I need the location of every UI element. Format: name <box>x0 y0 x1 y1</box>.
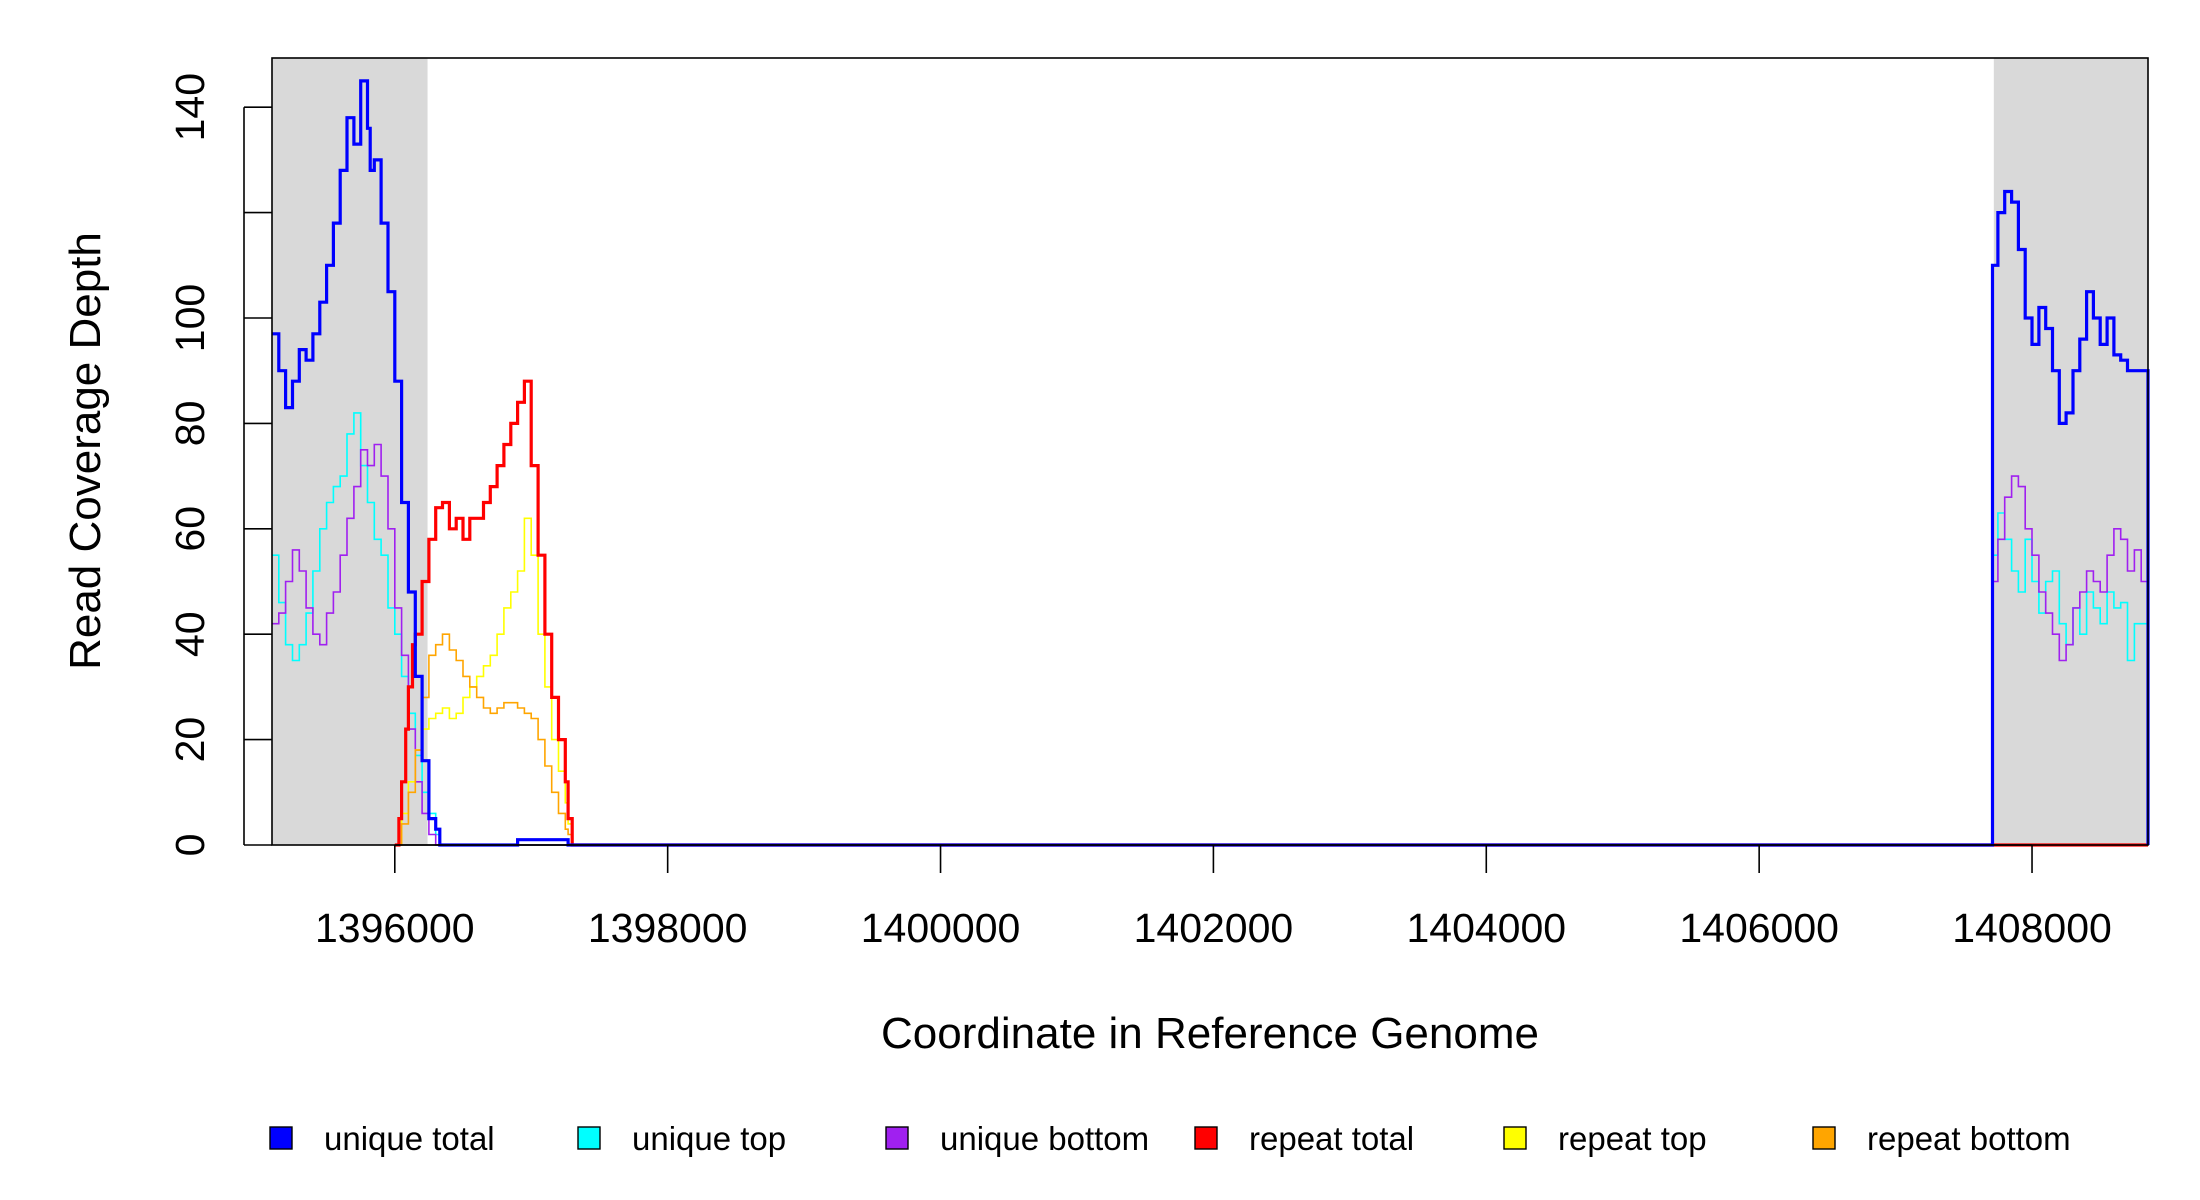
y-tick-label: 0 <box>167 834 213 857</box>
legend-swatch <box>577 1126 601 1150</box>
legend-label: repeat total <box>1249 1120 1414 1157</box>
x-axis: 1396000 1398000 1400000 1402000 1404000 14060… <box>315 844 2112 951</box>
x-tick-label: 1400000 <box>861 905 1021 951</box>
legend-swatch <box>885 1126 909 1150</box>
plot-frame <box>271 57 2149 846</box>
y-axis-title: Read Coverage Depth <box>61 232 110 670</box>
x-tick-label: 1398000 <box>588 905 748 951</box>
y-tick-label: 40 <box>167 611 213 657</box>
y-tick-label: 140 <box>167 73 213 141</box>
series-repeat-bottom <box>394 633 2148 846</box>
series-repeat-total <box>394 379 2148 847</box>
x-tick-label: 1408000 <box>1952 905 2112 951</box>
legend-swatch <box>269 1126 293 1150</box>
legend-label: repeat bottom <box>1867 1120 2071 1157</box>
legend-label: repeat top <box>1558 1120 1707 1157</box>
y-tick-label: 80 <box>167 401 213 447</box>
shaded-region-1 <box>272 58 428 845</box>
legend-swatch <box>1812 1126 1836 1150</box>
x-tick-label: 1406000 <box>1679 905 1839 951</box>
series-lines <box>272 79 2150 847</box>
shaded-regions <box>272 58 2148 845</box>
x-axis-title: Coordinate in Reference Genome <box>881 1009 1539 1058</box>
legend-label: unique bottom <box>940 1120 1149 1157</box>
x-tick-label: 1404000 <box>1406 905 1566 951</box>
legend: unique total unique top unique bottom repea… <box>269 1120 2071 1157</box>
x-tick-label: 1402000 <box>1134 905 1294 951</box>
y-tick-label: 100 <box>167 284 213 352</box>
series-unique-bottom <box>272 443 2149 846</box>
legend-label: unique total <box>324 1120 495 1157</box>
y-tick-label: 20 <box>167 717 213 763</box>
y-tick-label: 60 <box>167 506 213 552</box>
legend-swatch <box>1503 1126 1527 1150</box>
series-unique-top <box>272 412 2149 846</box>
series-unique-total <box>272 79 2150 847</box>
y-axis: 0 20 40 60 80 100 140 <box>167 73 272 856</box>
x-tick-label: 1396000 <box>315 905 475 951</box>
shaded-region-2 <box>1993 58 2148 845</box>
legend-swatch <box>1194 1126 1218 1150</box>
legend-label: unique top <box>632 1120 786 1157</box>
series-repeat-top <box>394 517 2148 846</box>
